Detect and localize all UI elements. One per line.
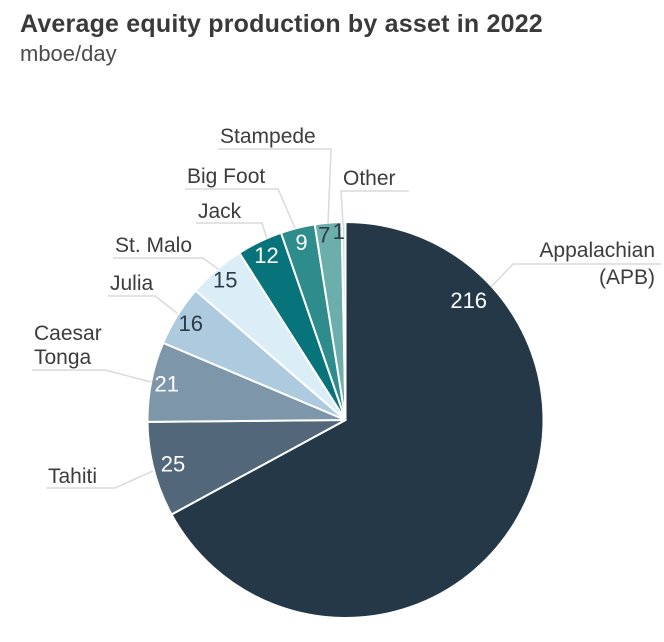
slice-value: 12	[254, 243, 278, 268]
slice-value: 21	[155, 372, 179, 397]
slice-value: 25	[161, 452, 185, 477]
slice-label: Other	[343, 167, 396, 190]
slice-value: 9	[295, 230, 307, 255]
slice-label: Tahiti	[48, 465, 97, 488]
pie-slice-tahiti	[146, 419, 347, 516]
slice-value: 216	[450, 288, 487, 313]
callout-line	[108, 295, 178, 314]
chart-subtitle: mboe/day	[20, 40, 117, 66]
slice-label: St. Malo	[115, 234, 192, 257]
slice-label: Appalachian (APB)	[539, 239, 655, 289]
slice-label: Stampede	[220, 125, 316, 148]
slice-value: 1	[333, 219, 345, 244]
chart-header: Average equity production by asset in 20…	[20, 10, 543, 67]
slice-value: 7	[318, 223, 330, 248]
callout-line	[196, 222, 268, 240]
callout-line	[218, 148, 332, 225]
callout-line	[185, 188, 296, 229]
slice-value: 15	[213, 268, 237, 293]
slice-label: Jack	[198, 200, 242, 223]
callout-line	[46, 470, 154, 489]
slice-label: Big Foot	[187, 165, 265, 188]
pie-slice-appalachian-apb	[170, 221, 545, 619]
chart-title: Average equity production by asset in 20…	[20, 10, 543, 38]
callout-line	[32, 369, 152, 383]
callout-line	[490, 263, 661, 288]
slice-label: Julia	[110, 272, 154, 295]
callout-line	[340, 190, 409, 225]
slice-value: 16	[179, 311, 203, 336]
callout-line	[113, 257, 219, 270]
slice-label: Caesar Tonga	[34, 322, 102, 369]
